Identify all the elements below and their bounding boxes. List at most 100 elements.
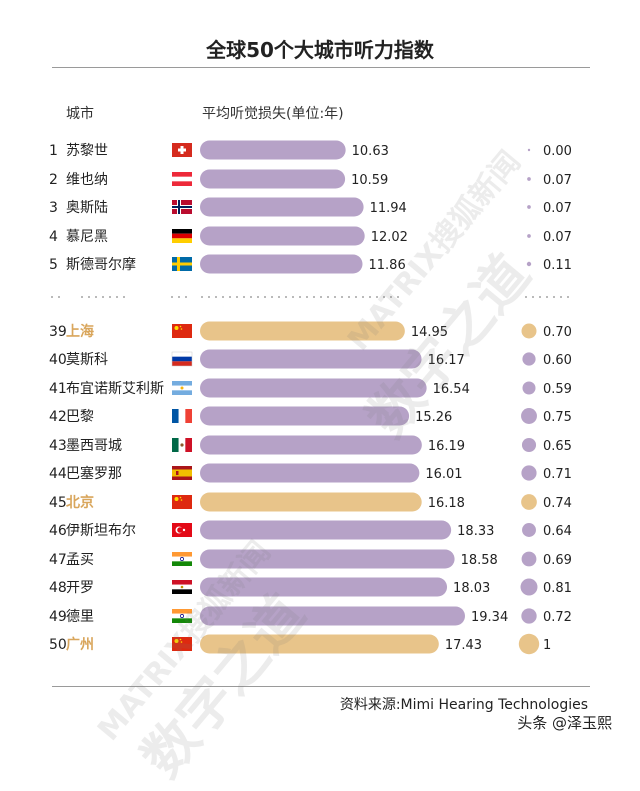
city-label: 斯德哥尔摩 [66, 256, 136, 273]
separator-dot [539, 296, 541, 298]
bar-value-label: 10.59 [351, 173, 388, 188]
index-bubble [521, 551, 537, 567]
bar-value-label: 16.54 [433, 382, 470, 397]
separator-dot [383, 296, 385, 298]
index-value-label: 0.60 [543, 353, 572, 368]
bar-value-label: 14.95 [411, 325, 448, 340]
hearing-loss-bar [200, 520, 452, 540]
flag-egypt-icon [172, 580, 192, 594]
separator-dot [102, 296, 104, 298]
rank-label: 4 [49, 229, 58, 245]
flag-china-icon [172, 495, 192, 509]
index-value-label: 0.64 [543, 524, 572, 539]
index-bubble [521, 494, 537, 510]
rank-label: 1 [49, 143, 58, 159]
separator-dot [327, 296, 329, 298]
credit-text: 头条 @泽玉熙 [517, 714, 612, 732]
separator-dot [355, 296, 357, 298]
bar-value-label: 15.26 [415, 410, 452, 425]
rank-label: 3 [49, 200, 58, 216]
separator-dot [51, 296, 53, 298]
hearing-loss-bar [200, 349, 422, 369]
index-bubble [527, 234, 531, 238]
separator-dot [264, 296, 266, 298]
hearing-loss-bar [200, 254, 363, 274]
rank-label: 41 [49, 381, 67, 397]
rank-label: 46 [49, 523, 67, 539]
hearing-loss-bar [200, 378, 427, 398]
hearing-loss-bar [200, 406, 410, 426]
flag-mexico-icon [172, 438, 192, 452]
rank-label: 39 [49, 324, 67, 340]
separator-dot [320, 296, 322, 298]
separator-dot [341, 296, 343, 298]
bar-value-label: 16.19 [428, 439, 465, 454]
flag-sweden-icon [172, 257, 192, 271]
rank-label: 42 [49, 409, 67, 425]
rank-label: 45 [49, 495, 67, 511]
flag-china-icon [172, 637, 192, 651]
index-value-label: 1 [543, 638, 551, 653]
flag-spain-icon [172, 466, 192, 480]
index-bubble [522, 352, 536, 366]
source-note: 资料来源:Mimi Hearing Technologies [339, 697, 588, 713]
separator-dot [229, 296, 231, 298]
hearing-loss-bar [200, 492, 422, 512]
index-bubble [527, 177, 531, 181]
separator-dot [215, 296, 217, 298]
separator-dot [362, 296, 364, 298]
separator-dot [348, 296, 350, 298]
hearing-loss-bar [200, 169, 346, 189]
bar-value-label: 18.58 [461, 553, 498, 568]
flag-india-icon [172, 609, 192, 623]
city-label: 开罗 [66, 580, 94, 596]
flag-norway-icon [172, 200, 192, 214]
index-value-label: 0.59 [543, 382, 572, 397]
index-bubble [520, 578, 538, 596]
separator-dot [81, 296, 83, 298]
index-bubble [522, 523, 536, 537]
rank-label: 48 [49, 580, 67, 596]
separator-dot [567, 296, 569, 298]
index-value-label: 0.07 [543, 173, 572, 188]
index-value-label: 0.70 [543, 325, 572, 340]
city-label: 奥斯陆 [66, 199, 108, 216]
separator-dot [201, 296, 203, 298]
separator-dot [299, 296, 301, 298]
separator-dot [525, 296, 527, 298]
hearing-loss-bar [200, 606, 465, 626]
city-label: 巴塞罗那 [66, 465, 122, 482]
separator-dot [123, 296, 125, 298]
separator-dot [236, 296, 238, 298]
separator-dot [88, 296, 90, 298]
separator-dot [243, 296, 245, 298]
index-value-label: 0.11 [543, 258, 572, 273]
flag-france-icon [172, 409, 192, 423]
city-label: 布宜诺斯艾利斯 [66, 381, 164, 397]
separator-dot [58, 296, 60, 298]
separator-dot [532, 296, 534, 298]
flag-argentina-icon [172, 381, 192, 395]
index-value-label: 0.00 [543, 144, 572, 159]
hearing-loss-bar [200, 463, 420, 483]
separator-dot [546, 296, 548, 298]
flag-turkey-icon [172, 523, 192, 537]
rank-label: 44 [49, 466, 67, 482]
separator-dot [292, 296, 294, 298]
bar-value-label: 18.33 [457, 524, 494, 539]
separator-dot [560, 296, 562, 298]
separator-dot [285, 296, 287, 298]
index-value-label: 0.69 [543, 553, 572, 568]
index-value-label: 0.75 [543, 410, 572, 425]
index-value-label: 0.74 [543, 496, 572, 511]
separator-dot [178, 296, 180, 298]
index-bubble [521, 437, 537, 453]
top-rule [52, 67, 590, 68]
separator-dot [306, 296, 308, 298]
flag-india-icon [172, 552, 192, 566]
index-bubble [527, 205, 531, 209]
chart-title: 全球50个大城市听力指数 [206, 38, 434, 62]
separator-dot [376, 296, 378, 298]
city-label: 莫斯科 [66, 352, 108, 368]
separator-dot [185, 296, 187, 298]
